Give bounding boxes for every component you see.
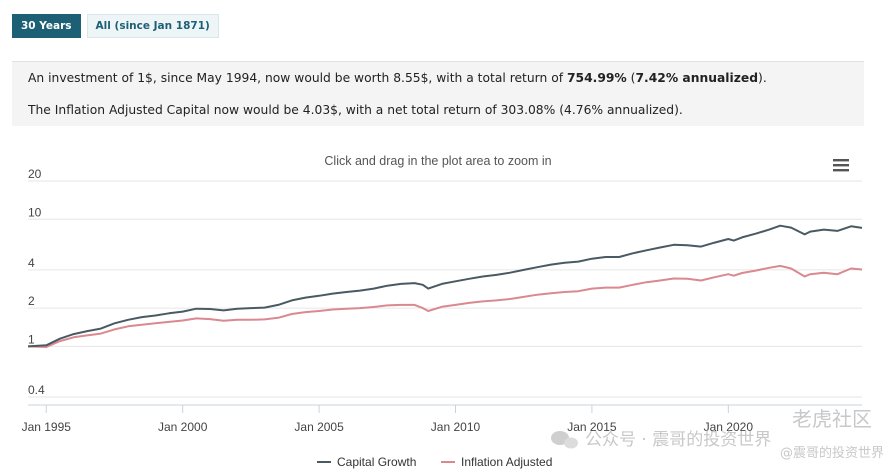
legend-label-capital-growth: Capital Growth	[337, 455, 416, 469]
summary-line-1-paren-close: ).	[758, 71, 767, 85]
y-tick-label: 10	[28, 205, 42, 219]
y-tick-label: 0.4	[28, 383, 45, 397]
total-return-value: 754.99%	[566, 71, 627, 85]
series-line-capital-growth	[27, 224, 863, 348]
y-tick-label: 4	[28, 256, 35, 270]
x-tick-label: Jan 1995	[22, 420, 72, 434]
chart[interactable]: Click and drag in the plot area to zoom …	[0, 140, 892, 473]
y-axis: 0.4 1 2 4 10 20	[28, 167, 45, 397]
wechat-watermark-text: 公众号 · 震哥的投资世界	[585, 430, 771, 450]
wechat-watermark: 公众号 · 震哥的投资世界	[551, 430, 771, 450]
summary-line-1: An investment of 1$, since May 1994, now…	[28, 71, 767, 85]
series-line-inflation-adjusted	[27, 264, 863, 348]
zoom-hint: Click and drag in the plot area to zoom …	[324, 154, 551, 168]
hamburger-menu-icon[interactable]	[828, 154, 854, 176]
annualized-return-value: 7.42% annualized	[635, 71, 759, 85]
summary-line-1-paren-open: (	[626, 71, 636, 85]
x-axis: Jan 1995 Jan 2000 Jan 2005 Jan 2010 Jan 2015…	[22, 404, 862, 434]
x-tick-label: Jan 2015	[567, 420, 617, 434]
legend-label-inflation-adjusted: Inflation Adjusted	[461, 455, 552, 469]
period-tabs: 30 Years All (since Jan 1871)	[12, 14, 219, 38]
x-tick-label: Jan 2010	[431, 420, 481, 434]
x-tick-label: Jan 2020	[704, 420, 754, 434]
summary-panel: An investment of 1$, since May 1994, now…	[12, 61, 864, 126]
x-tick-label: Jan 2000	[158, 420, 208, 434]
summary-line-2: The Inflation Adjusted Capital now would…	[28, 103, 683, 117]
y-tick-label: 2	[28, 294, 35, 308]
x-tick-label: Jan 2005	[294, 420, 344, 434]
tab-30-years[interactable]: 30 Years	[12, 14, 81, 38]
corner-watermark-big: 老虎社区	[792, 407, 872, 431]
y-tick-label: 20	[28, 167, 42, 181]
summary-line-1-start: An investment of 1$, since May 1994, now…	[28, 71, 567, 85]
wechat-icon	[551, 431, 578, 449]
grid-lines	[28, 180, 862, 398]
corner-watermark-small: @震哥的投资世界	[780, 445, 884, 461]
tab-all-since-1871[interactable]: All (since Jan 1871)	[86, 14, 219, 38]
legend: Capital Growth Inflation Adjusted	[317, 455, 552, 469]
y-tick-label: 1	[28, 332, 35, 346]
series-lines	[27, 224, 863, 348]
